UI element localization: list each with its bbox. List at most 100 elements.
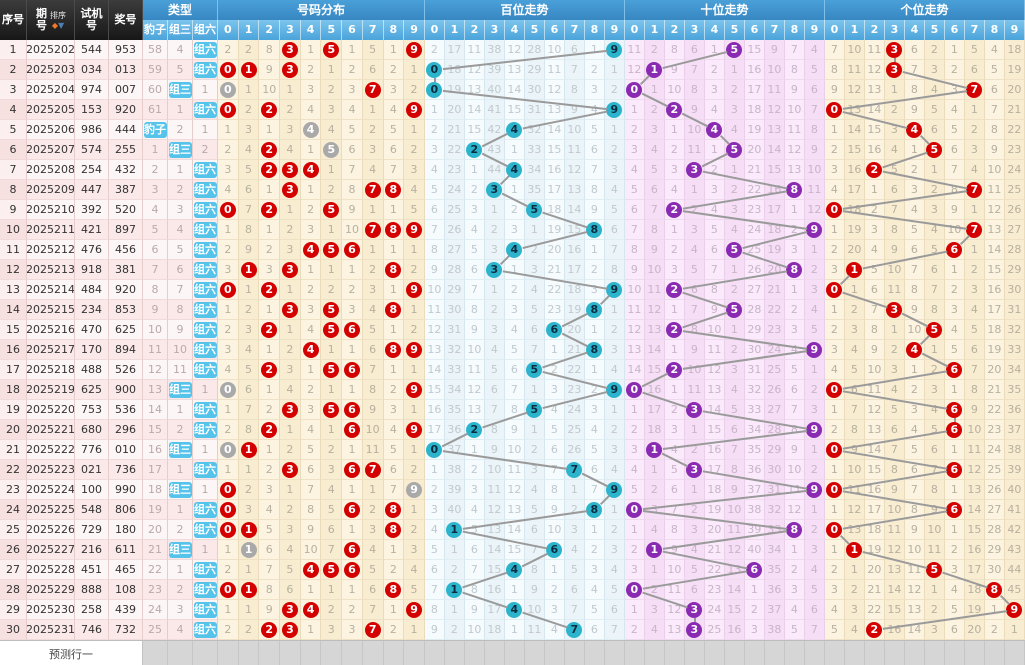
units-cell: 2 [824, 140, 845, 160]
dist-cell: 11 [362, 440, 384, 460]
tens-cell: 24 [764, 340, 785, 360]
footer-cell [321, 641, 343, 665]
type-badge: 组六 [193, 101, 217, 118]
tens-cell: 20 [764, 260, 785, 280]
dist-hit-circle: 5 [323, 241, 340, 258]
hundreds-cell: 2 [544, 580, 565, 600]
dist-cell: 3 [321, 460, 343, 480]
type-cell: 4 [168, 620, 193, 640]
units-cell: 4 [944, 580, 965, 600]
hundreds-cell: 5 [524, 360, 545, 380]
dist-cell: 0 [218, 580, 239, 600]
units-cell: 2 [824, 420, 845, 440]
hundreds-cell: 21 [564, 340, 585, 360]
dist-cell: 6 [342, 460, 363, 480]
header-baozi: 豹子 [143, 20, 168, 40]
sort-control[interactable]: 排序 ◆▼ [50, 10, 66, 30]
hundreds-cell: 2 [604, 80, 625, 100]
dist-cell: 3 [362, 280, 384, 300]
type-cell: 组六 [193, 620, 218, 640]
units-cell: 22 [864, 600, 885, 620]
dist-cell: 4 [280, 540, 301, 560]
dist-hit-circle: 0 [219, 61, 236, 78]
hundreds-cell: 12 [544, 80, 565, 100]
units-cell: 11 [924, 540, 945, 560]
dist-cell: 7 [362, 600, 384, 620]
header-period-sort[interactable]: 期号 排序 ◆▼ [27, 0, 75, 40]
dist-cell: 3 [280, 460, 301, 480]
tens-cell: 11 [784, 120, 805, 140]
dist-cell: 6 [342, 320, 363, 340]
seq-cell: 21 [0, 440, 27, 460]
footer-cell [504, 641, 525, 665]
units-cell: 0 [824, 480, 845, 500]
units-cell: 31 [1004, 300, 1025, 320]
hundreds-cell: 37 [444, 440, 465, 460]
tens-cell: 5 [684, 260, 705, 280]
prize-number-cell: 432 [109, 160, 143, 180]
units-cell: 11 [844, 480, 865, 500]
seq-cell: 5 [0, 120, 27, 140]
dist-cell: 1 [238, 440, 260, 460]
footer-cell [804, 641, 825, 665]
units-cell: 3 [824, 160, 845, 180]
dist-hit-circle: 6 [343, 561, 360, 578]
tens-cell: 19 [744, 120, 765, 140]
hundreds-cell: 4 [564, 540, 585, 560]
hundreds-cell: 7 [584, 160, 605, 180]
period-cell: 2025205 [27, 100, 75, 120]
tens-cell: 6 [684, 580, 705, 600]
tens-cell: 16 [764, 180, 785, 200]
type-cell: 7 [168, 280, 193, 300]
digit-header: 0 [625, 20, 645, 40]
tens-cell: 3 [784, 240, 805, 260]
hundreds-cell: 6 [584, 140, 605, 160]
dist-cell: 1 [383, 360, 405, 380]
type-cell: 21 [143, 540, 168, 560]
units-cell: 8 [904, 80, 925, 100]
dist-hit-circle: 3 [281, 461, 298, 478]
tens-circle: 5 [726, 301, 743, 318]
dist-hit-circle: 8 [385, 501, 402, 518]
units-circle: 3 [886, 41, 903, 58]
hundreds-circle: 9 [606, 281, 623, 298]
tens-cell: 8 [784, 520, 805, 540]
units-cell: 4 [824, 600, 845, 620]
tens-cell: 3 [784, 320, 805, 340]
hundreds-cell: 12 [564, 160, 585, 180]
prize-number-cell: 010 [109, 440, 143, 460]
footer-cell [218, 641, 239, 665]
footer-cell [924, 641, 945, 665]
type-cell: 11 [143, 340, 168, 360]
tens-cell: 3 [664, 260, 685, 280]
dist-cell: 2 [383, 60, 405, 80]
period-cell: 2025220 [27, 400, 75, 420]
dist-hit-circle: 6 [343, 541, 360, 558]
units-cell: 16 [884, 620, 905, 640]
test-number-cell: 746 [75, 620, 109, 640]
type-cell: 组三 [168, 440, 193, 460]
type-cell: 9 [168, 320, 193, 340]
units-cell: 15 [964, 520, 985, 540]
dist-cell: 8 [238, 220, 260, 240]
dist-cell: 8 [383, 500, 405, 520]
dist-cell: 7 [238, 200, 260, 220]
units-cell: 8 [924, 300, 945, 320]
units-cell: 9 [884, 480, 905, 500]
dist-hit-circle: 1 [240, 441, 257, 458]
hundreds-cell: 3 [424, 500, 445, 520]
dist-cell: 9 [362, 400, 384, 420]
dist-cell: 1 [300, 140, 322, 160]
dist-cell: 2 [259, 460, 281, 480]
prize-number-cell: 894 [109, 340, 143, 360]
hundreds-cell: 16 [544, 160, 565, 180]
type-cell: 1 [168, 560, 193, 580]
dist-cell: 4 [321, 120, 343, 140]
period-cell: 2025225 [27, 500, 75, 520]
units-cell: 4 [964, 160, 985, 180]
table-row: 21 2025222 776 010 16 组三 1 0 1 1 2 5 2 1 11 5 1 0 37 1 9 10 2 6… [0, 440, 1025, 460]
hundreds-cell: 7 [564, 600, 585, 620]
hundreds-cell: 29 [444, 280, 465, 300]
dist-cell: 1 [342, 340, 363, 360]
dist-hit-circle: 1 [240, 581, 257, 598]
